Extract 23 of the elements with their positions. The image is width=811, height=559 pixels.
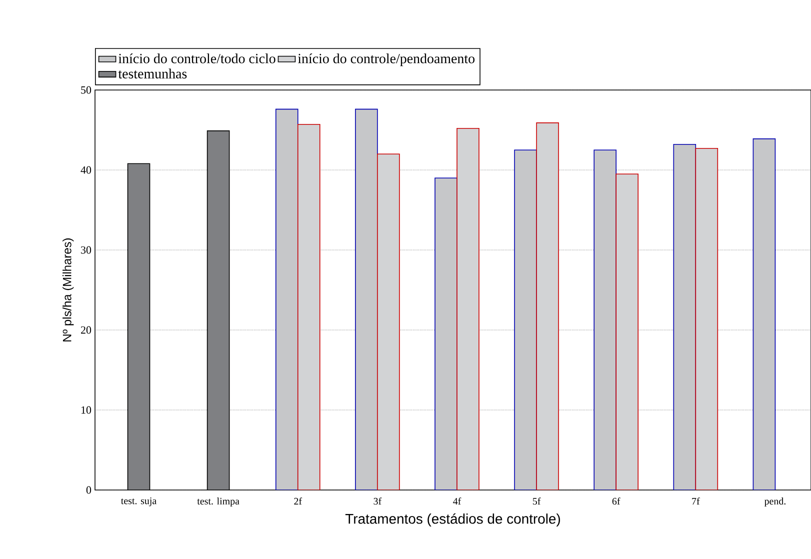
x-tick-label: 6f	[612, 498, 620, 505]
y-axis-title: Nº pls/ha (Milhares)	[62, 238, 74, 342]
bar	[127, 163, 150, 490]
y-tick-label: 20	[81, 326, 92, 334]
legend-label: testemunhas	[118, 68, 187, 78]
x-tick-label: 4f	[453, 498, 462, 505]
x-tick-label: 3f	[374, 498, 382, 505]
x-tick-label: pend.	[764, 497, 786, 507]
y-tick-label: 50	[81, 86, 92, 94]
x-tick-label: test. limpa	[197, 497, 240, 507]
legend-label: início do controle/pendoamento	[298, 53, 474, 66]
x-tick-label: 5f	[532, 498, 541, 505]
legend-label: início do controle/todo ciclo	[118, 53, 276, 64]
x-tick-label: test. suja	[121, 498, 156, 506]
bar	[206, 130, 230, 490]
y-tick-label: 0	[86, 486, 92, 494]
x-axis-title: Tratamentos (estádios de controle)	[345, 513, 560, 527]
y-tick-label: 40	[80, 166, 92, 174]
x-tick-label: 2f	[294, 498, 302, 505]
y-tick-label: 30	[81, 246, 92, 254]
y-tick-label: 10	[81, 406, 92, 414]
bar	[752, 138, 776, 490]
x-tick-label: 7f	[692, 498, 700, 505]
